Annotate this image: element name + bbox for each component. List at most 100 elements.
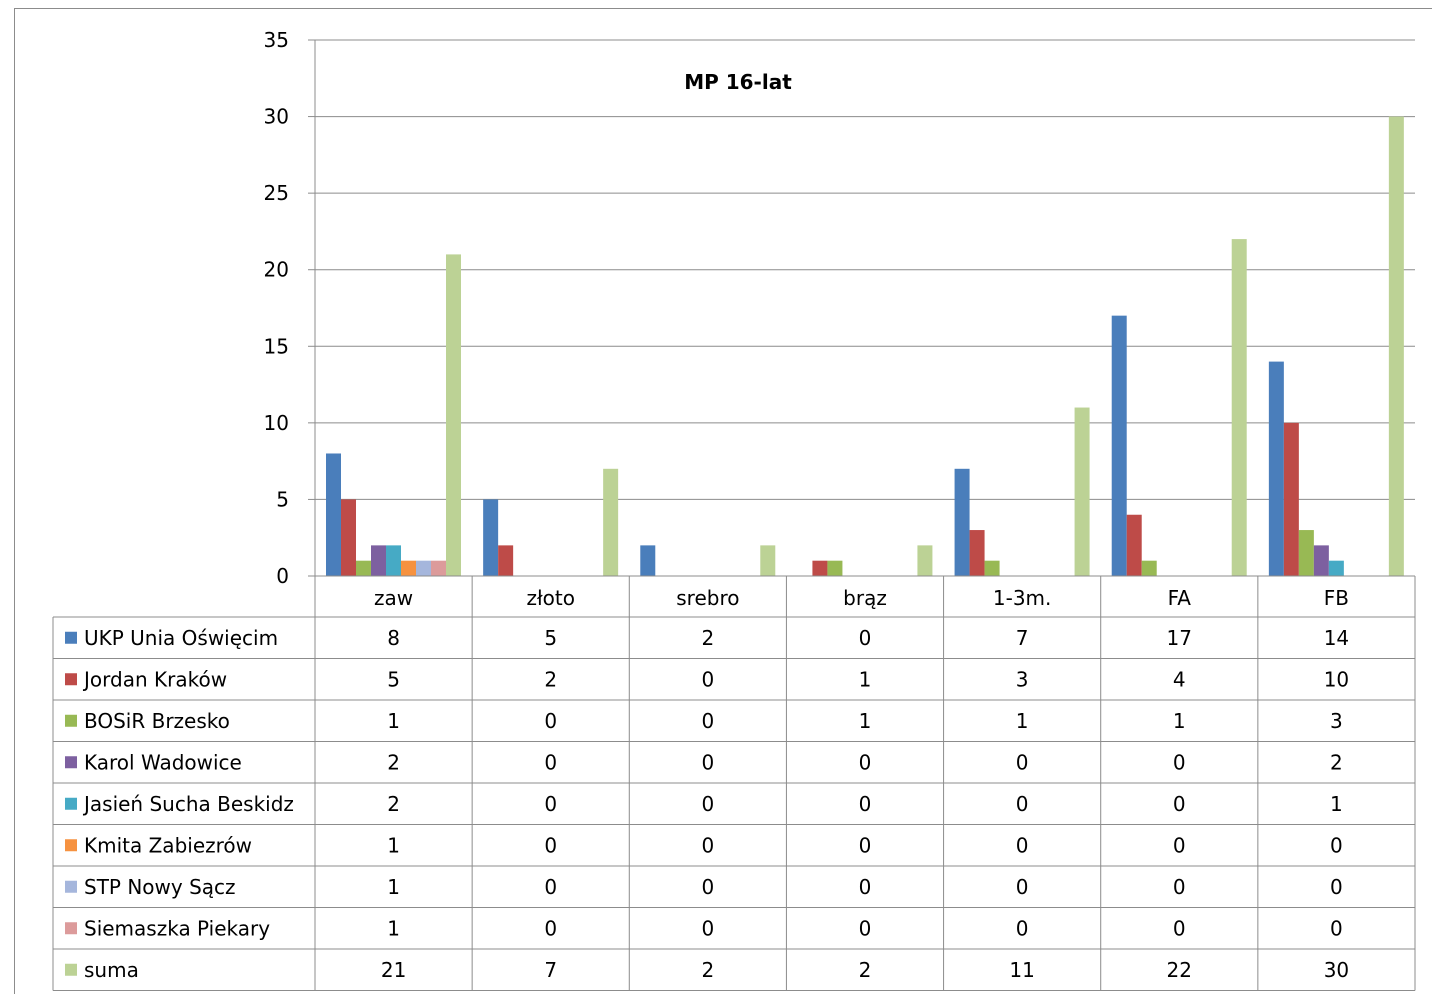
table-value: 1 [387,833,400,857]
table-value: 11 [1009,958,1034,982]
table-value: 17 [1167,626,1192,650]
table-value: 0 [544,792,557,816]
chart-frame [14,8,1432,994]
table-value: 0 [859,750,872,774]
table-value: 3 [1016,667,1029,691]
bar [1231,239,1247,577]
table-value: 0 [544,916,557,940]
data-table: zaw złoto srebro brąz 1-3m. FA FB UKP Unia Oświ… [52,575,1416,991]
gridlines [315,39,1415,577]
table-value: 0 [701,875,714,899]
series-name: Siemaszka Piekary [84,916,270,940]
table-value: 1 [859,667,872,691]
bar [1268,361,1284,576]
y-tick-label: 15 [264,334,289,358]
bar [431,560,446,576]
table-value: 2 [387,750,400,774]
bar [760,545,776,576]
legend-key [65,756,77,769]
table-value: 1 [387,875,400,899]
legend-key [65,714,77,727]
bars [326,116,1404,577]
series-name: Jordan Kraków [82,667,227,691]
bar [483,499,499,576]
bar [341,499,356,576]
legend-key [65,673,77,686]
table-value: 0 [701,709,714,733]
table-value: 14 [1324,626,1349,650]
bar [1283,422,1299,576]
table-value: 22 [1167,958,1192,982]
table-value: 5 [387,667,400,691]
table-value: 0 [701,833,714,857]
series-name: Jasień Sucha Beskidz [82,792,294,816]
table-value: 0 [859,916,872,940]
table-value: 5 [544,626,557,650]
bar [371,545,386,576]
legend-key [65,880,77,893]
bar [640,545,656,576]
y-tick-label: 25 [264,181,289,205]
legend-key [65,963,77,976]
table-value: 1 [1016,709,1029,733]
table-value: 0 [1173,833,1186,857]
series-name: STP Nowy Sącz [84,875,236,899]
table-value: 7 [544,958,557,982]
legend-key [65,922,77,935]
category-label: FA [1168,586,1192,610]
table-value: 0 [1330,916,1343,940]
category-label: FB [1324,586,1349,610]
table-value: 4 [1173,667,1186,691]
bar [416,560,431,576]
category-label: 1-3m. [993,586,1052,610]
table-value: 21 [381,958,406,982]
table-value: 0 [859,875,872,899]
series-name: Karol Wadowice [84,750,242,774]
bar [984,560,1000,576]
y-tick-label: 10 [264,411,289,435]
table-value: 0 [1016,916,1029,940]
table-value: 0 [701,667,714,691]
table-value: 0 [544,709,557,733]
table-value: 0 [1016,833,1029,857]
table-value: 0 [701,792,714,816]
table-value: 8 [387,626,400,650]
table-value: 2 [701,958,714,982]
y-tick-label: 20 [264,258,289,282]
table-value: 1 [387,916,400,940]
y-tick-label: 35 [264,28,289,52]
legend-key [65,839,77,852]
legend-key [65,797,77,810]
bar [1328,560,1344,576]
table-value: 2 [1330,750,1343,774]
table-value: 0 [1173,750,1186,774]
bar [1074,407,1090,576]
table-value: 0 [1016,875,1029,899]
bar [356,560,371,576]
bar [827,560,843,576]
bar [812,560,828,576]
bar [386,545,401,576]
table-value: 0 [1173,875,1186,899]
legend-key [65,631,77,644]
category-label: srebro [676,586,739,610]
table-value: 2 [859,958,872,982]
bar [1111,315,1127,576]
series-name: suma [84,958,139,982]
category-label: brąz [843,586,887,610]
table-value: 1 [1173,709,1186,733]
y-tick-label: 5 [276,487,289,511]
table-value: 0 [701,916,714,940]
table-value: 2 [701,626,714,650]
table-value: 0 [1330,875,1343,899]
table-value: 10 [1324,667,1349,691]
bar [401,560,416,576]
bar [1126,514,1142,576]
y-tick-label: 0 [276,564,289,588]
bar [917,545,933,576]
table-value: 1 [859,709,872,733]
table-value: 30 [1324,958,1349,982]
bar [446,254,461,576]
table-value: 0 [544,875,557,899]
